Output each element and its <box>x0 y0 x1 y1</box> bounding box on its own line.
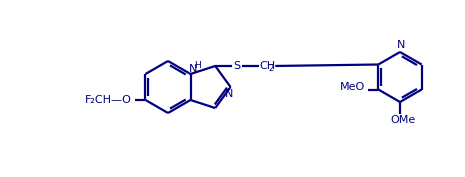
Text: N: N <box>226 89 234 99</box>
Text: OMe: OMe <box>391 115 416 125</box>
Text: CH: CH <box>259 61 275 71</box>
Text: H: H <box>194 61 201 70</box>
Text: 2: 2 <box>269 64 274 73</box>
Text: N: N <box>189 64 198 74</box>
Text: S: S <box>234 61 241 71</box>
Text: F₂CH—O: F₂CH—O <box>85 95 132 105</box>
Text: N: N <box>397 40 405 50</box>
Text: MeO: MeO <box>340 82 365 93</box>
